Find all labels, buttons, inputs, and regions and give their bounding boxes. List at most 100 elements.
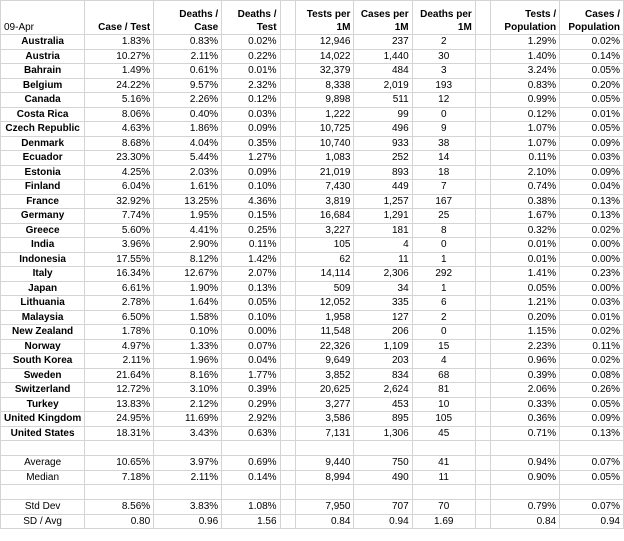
- cell-cases-population[interactable]: 0.20%: [559, 77, 624, 93]
- cell-deaths-test[interactable]: 1.08%: [221, 499, 281, 515]
- cell-cases-population[interactable]: 0.13%: [559, 208, 624, 224]
- country-cell[interactable]: France: [0, 193, 86, 209]
- empty-cell[interactable]: [221, 440, 281, 456]
- cell-deaths-per-1m[interactable]: 7: [411, 179, 476, 195]
- cell-case-test[interactable]: 1.83%: [84, 34, 155, 50]
- country-cell[interactable]: Sweden: [0, 367, 86, 383]
- cell-tests-population[interactable]: 0.83%: [490, 77, 561, 93]
- cell-cases-per-1m[interactable]: 453: [353, 396, 413, 412]
- cell-tests-population[interactable]: 1.07%: [490, 135, 561, 151]
- cell-deaths-per-1m[interactable]: 11: [411, 469, 476, 485]
- spacer-cell[interactable]: [474, 164, 492, 180]
- cell-deaths-case[interactable]: 1.86%: [153, 121, 223, 137]
- cell-cases-per-1m[interactable]: 1,109: [353, 338, 413, 354]
- cell-cases-population[interactable]: 0.02%: [559, 34, 624, 50]
- cell-deaths-per-1m[interactable]: 12: [411, 92, 476, 108]
- cell-cases-population[interactable]: 0.02%: [559, 324, 624, 340]
- cell-deaths-per-1m[interactable]: 1: [411, 280, 476, 296]
- cell-deaths-test[interactable]: 0.04%: [221, 353, 281, 369]
- cell-deaths-case[interactable]: 3.43%: [153, 425, 223, 441]
- cell-cases-per-1m[interactable]: 2,624: [353, 382, 413, 398]
- cell-cases-population[interactable]: 0.09%: [559, 164, 624, 180]
- empty-cell[interactable]: [153, 440, 223, 456]
- spacer-cell[interactable]: [474, 309, 492, 325]
- cell-deaths-per-1m[interactable]: 9: [411, 121, 476, 137]
- cell-cases-per-1m[interactable]: 181: [353, 222, 413, 238]
- cell-cases-per-1m[interactable]: 1,291: [353, 208, 413, 224]
- empty-cell[interactable]: [84, 484, 155, 500]
- cell-deaths-test[interactable]: 0.39%: [221, 382, 281, 398]
- cell-tests-per-1m[interactable]: 32,379: [295, 63, 355, 79]
- empty-cell[interactable]: [474, 484, 492, 500]
- cell-cases-per-1m[interactable]: 895: [353, 411, 413, 427]
- spacer-cell[interactable]: [279, 106, 297, 122]
- country-cell[interactable]: Estonia: [0, 164, 86, 180]
- cell-tests-per-1m[interactable]: 62: [295, 251, 355, 267]
- cell-case-test[interactable]: 24.95%: [84, 411, 155, 427]
- cell-deaths-case[interactable]: 1.96%: [153, 353, 223, 369]
- header-tests-per-1m[interactable]: Tests per 1M: [295, 0, 355, 35]
- cell-deaths-per-1m[interactable]: 25: [411, 208, 476, 224]
- empty-cell[interactable]: [279, 440, 297, 456]
- spacer-cell[interactable]: [279, 280, 297, 296]
- cell-cases-population[interactable]: 0.07%: [559, 499, 624, 515]
- cell-deaths-test[interactable]: 0.14%: [221, 469, 281, 485]
- country-cell[interactable]: Costa Rica: [0, 106, 86, 122]
- cell-deaths-per-1m[interactable]: 68: [411, 367, 476, 383]
- cell-deaths-case[interactable]: 8.16%: [153, 367, 223, 383]
- cell-case-test[interactable]: 2.78%: [84, 295, 155, 311]
- empty-cell[interactable]: [490, 484, 561, 500]
- cell-deaths-case[interactable]: 8.12%: [153, 251, 223, 267]
- country-cell[interactable]: Canada: [0, 92, 86, 108]
- cell-tests-population[interactable]: 0.33%: [490, 396, 561, 412]
- cell-cases-population[interactable]: 0.05%: [559, 396, 624, 412]
- cell-cases-population[interactable]: 0.13%: [559, 425, 624, 441]
- spacer-cell[interactable]: [474, 77, 492, 93]
- cell-tests-per-1m[interactable]: 10,725: [295, 121, 355, 137]
- spacer-cell[interactable]: [279, 164, 297, 180]
- cell-cases-population[interactable]: 0.07%: [559, 455, 624, 471]
- spacer-cell[interactable]: [474, 150, 492, 166]
- spacer-cell[interactable]: [279, 338, 297, 354]
- cell-cases-per-1m[interactable]: 484: [353, 63, 413, 79]
- spacer-cell[interactable]: [279, 92, 297, 108]
- cell-tests-population[interactable]: 3.24%: [490, 63, 561, 79]
- spacer-cell[interactable]: [474, 411, 492, 427]
- cell-deaths-case[interactable]: 9.57%: [153, 77, 223, 93]
- spacer-cell[interactable]: [474, 425, 492, 441]
- cell-deaths-test[interactable]: 0.10%: [221, 179, 281, 195]
- cell-deaths-test[interactable]: 1.27%: [221, 150, 281, 166]
- empty-cell[interactable]: [353, 440, 413, 456]
- spacer-cell[interactable]: [279, 0, 297, 35]
- cell-cases-per-1m[interactable]: 203: [353, 353, 413, 369]
- spacer-cell[interactable]: [279, 222, 297, 238]
- cell-cases-population[interactable]: 0.05%: [559, 121, 624, 137]
- cell-deaths-test[interactable]: 0.15%: [221, 208, 281, 224]
- spacer-cell[interactable]: [474, 353, 492, 369]
- cell-cases-population[interactable]: 0.02%: [559, 222, 624, 238]
- cell-tests-population[interactable]: 0.96%: [490, 353, 561, 369]
- spacer-cell[interactable]: [474, 208, 492, 224]
- cell-case-test[interactable]: 0.80: [84, 513, 155, 529]
- empty-cell[interactable]: [411, 484, 476, 500]
- empty-cell[interactable]: [221, 484, 281, 500]
- cell-deaths-per-1m[interactable]: 15: [411, 338, 476, 354]
- cell-deaths-case[interactable]: 2.12%: [153, 396, 223, 412]
- cell-deaths-per-1m[interactable]: 8: [411, 222, 476, 238]
- cell-tests-per-1m[interactable]: 12,946: [295, 34, 355, 50]
- cell-cases-population[interactable]: 0.09%: [559, 135, 624, 151]
- cell-deaths-per-1m[interactable]: 45: [411, 425, 476, 441]
- cell-deaths-test[interactable]: 0.69%: [221, 455, 281, 471]
- header-cases-per-1m[interactable]: Cases per 1M: [353, 0, 413, 35]
- cell-cases-per-1m[interactable]: 1,306: [353, 425, 413, 441]
- empty-cell[interactable]: [0, 440, 86, 456]
- cell-tests-per-1m[interactable]: 9,649: [295, 353, 355, 369]
- cell-deaths-case[interactable]: 0.61%: [153, 63, 223, 79]
- country-cell[interactable]: India: [0, 237, 86, 253]
- cell-deaths-per-1m[interactable]: 81: [411, 382, 476, 398]
- cell-deaths-case[interactable]: 0.40%: [153, 106, 223, 122]
- cell-tests-population[interactable]: 1.07%: [490, 121, 561, 137]
- cell-deaths-per-1m[interactable]: 4: [411, 353, 476, 369]
- cell-cases-per-1m[interactable]: 34: [353, 280, 413, 296]
- cell-deaths-per-1m[interactable]: 10: [411, 396, 476, 412]
